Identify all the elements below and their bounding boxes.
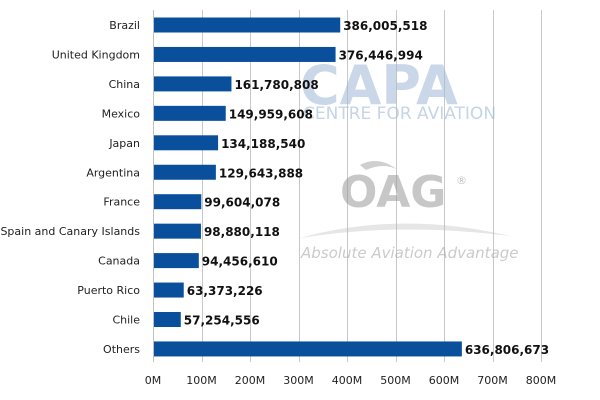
data-label: 129,643,888 (219, 166, 303, 180)
bar (154, 135, 219, 151)
data-label: 636,806,673 (465, 343, 549, 357)
data-label: 386,005,518 (343, 19, 427, 33)
grid-layer (153, 10, 542, 362)
oag-swoosh-icon (360, 161, 398, 170)
category-label: China (109, 78, 140, 91)
x-tick-label: 0M (145, 374, 162, 387)
category-label: France (103, 196, 140, 209)
data-label: 149,959,608 (229, 107, 313, 121)
x-tick-label: 700M (477, 374, 508, 387)
labels-layer: Brazil 386,005,518 United Kingdom 376,446,9… (0, 19, 549, 357)
category-label: Mexico (102, 107, 141, 120)
bars-layer (154, 17, 462, 357)
bar (154, 253, 199, 269)
capa-watermark: CAPA CENTRE FOR AVIATION (300, 54, 496, 124)
bar (154, 76, 232, 92)
data-label: 98,880,118 (204, 225, 280, 239)
x-tick-label: 500M (380, 374, 411, 387)
oag-wave-icon (300, 223, 510, 238)
category-label: Others (103, 343, 140, 356)
data-label: 57,254,556 (184, 314, 260, 328)
data-label: 63,373,226 (187, 284, 263, 298)
data-label: 99,604,078 (204, 196, 280, 210)
data-label: 94,456,610 (202, 255, 278, 269)
x-tick-label: 800M (526, 374, 557, 387)
bar (154, 194, 202, 210)
category-label: Canada (98, 255, 140, 268)
oag-watermark: OAG ® Absolute Aviation Advantage (300, 161, 519, 262)
bar (154, 17, 341, 33)
capa-logo-text: CAPA (300, 54, 458, 117)
data-label: 161,780,808 (234, 78, 318, 92)
capa-subtitle: CENTRE FOR AVIATION (303, 104, 496, 124)
oag-logo-text: OAG (340, 167, 446, 218)
x-tick-label: 300M (283, 374, 314, 387)
category-label: Argentina (86, 166, 140, 179)
category-label: Japan (108, 137, 140, 150)
bar (154, 46, 336, 62)
category-label: Brazil (109, 19, 140, 32)
bar (154, 164, 216, 180)
oag-registered-mark: ® (456, 174, 467, 187)
bar (154, 341, 462, 357)
x-tick-label: 200M (235, 374, 266, 387)
data-label: 376,446,994 (339, 48, 423, 62)
x-tick-label: 600M (429, 374, 460, 387)
bar (154, 105, 226, 121)
category-label: Puerto Rico (77, 284, 140, 297)
category-label: United Kingdom (52, 48, 140, 61)
oag-tagline: Absolute Aviation Advantage (300, 244, 519, 262)
data-label: 134,188,540 (221, 137, 305, 151)
category-label: Spain and Canary Islands (0, 225, 140, 238)
x-axis-ticks: 0M 100M 200M 300M 400M 500M 600M 700M 800M (145, 374, 557, 387)
x-tick-label: 400M (332, 374, 363, 387)
bar (154, 282, 184, 298)
category-label: Chile (112, 314, 140, 327)
x-tick-label: 100M (186, 374, 217, 387)
bar (154, 312, 181, 327)
bar (154, 223, 201, 239)
